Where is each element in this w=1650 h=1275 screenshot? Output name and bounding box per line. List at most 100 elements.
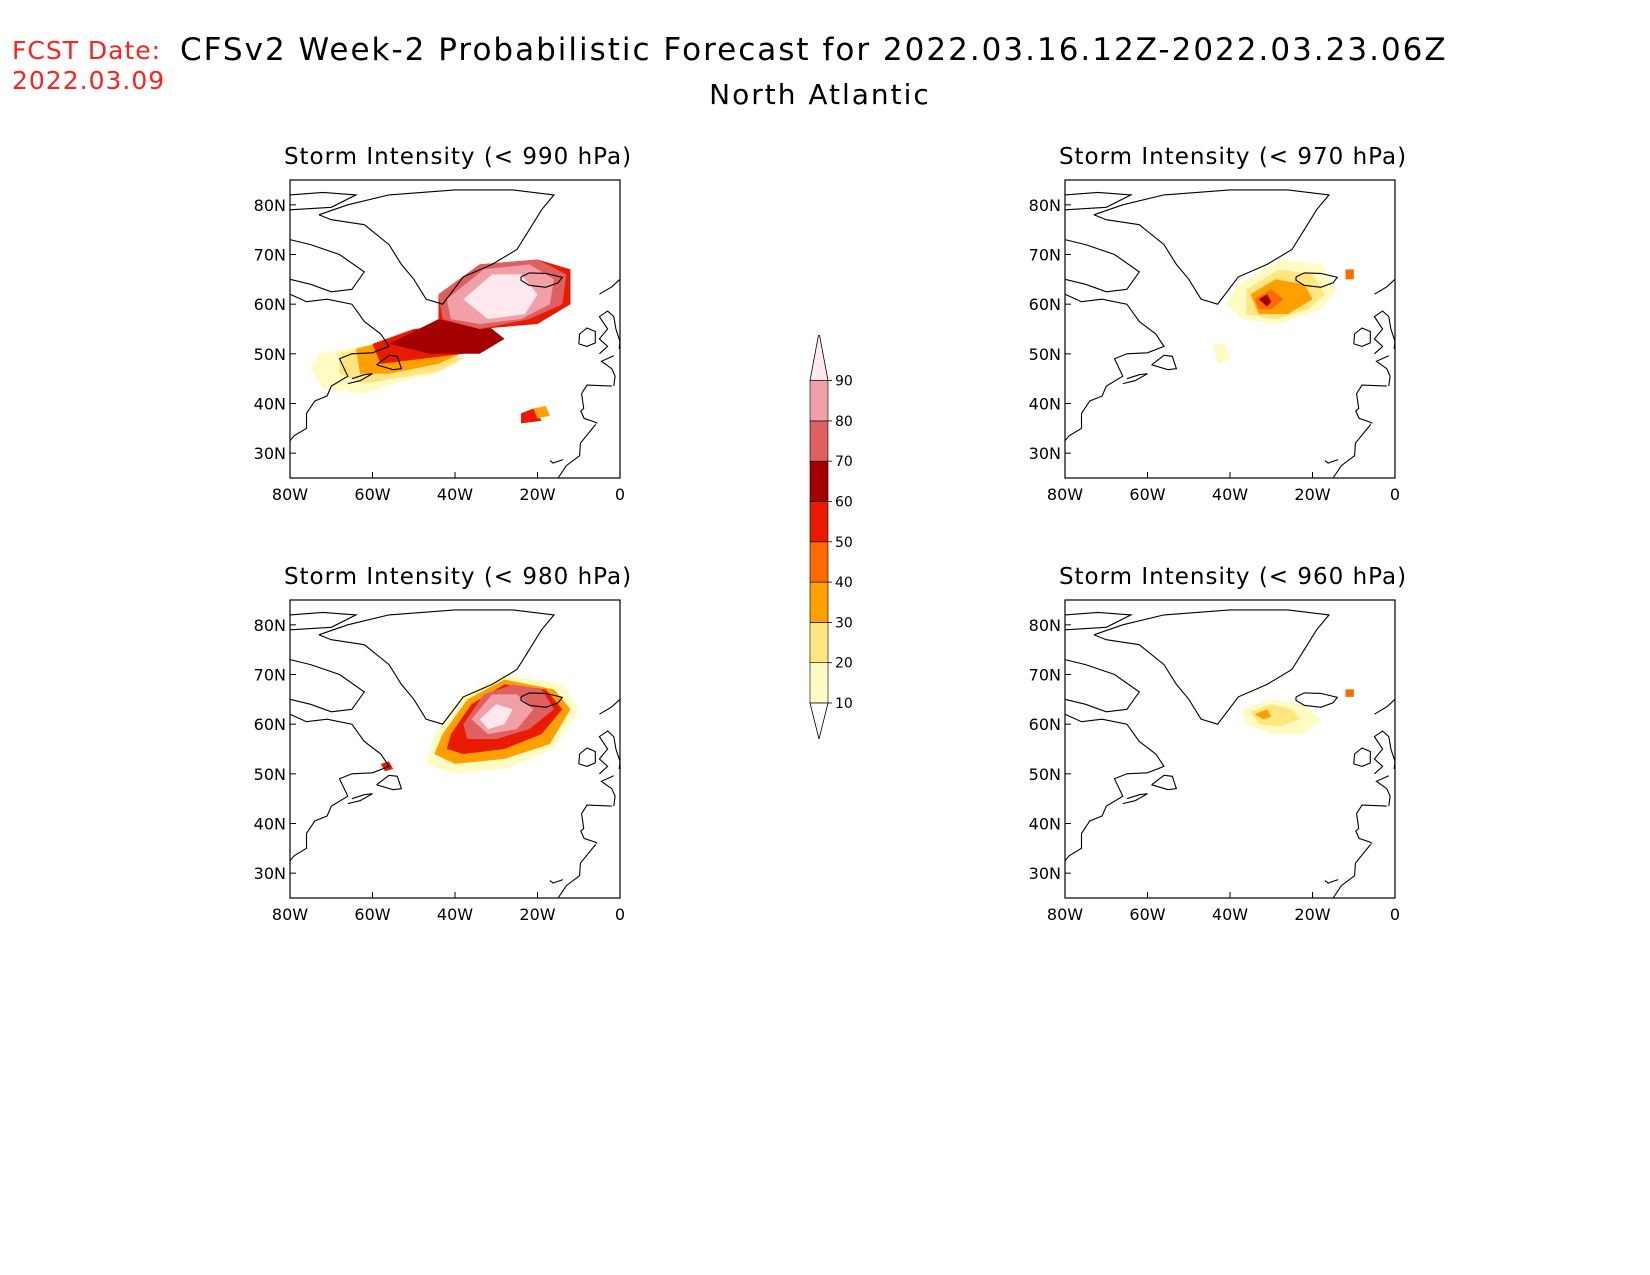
colorbar-swatch xyxy=(809,501,829,543)
coastline xyxy=(1355,384,1387,424)
coastline xyxy=(557,424,597,479)
coastline xyxy=(1064,191,1134,211)
colorbar-label: 10 xyxy=(835,696,853,712)
colorbar-swatch xyxy=(809,335,829,381)
coastline xyxy=(347,793,373,805)
coastline xyxy=(289,659,366,713)
lon-tick-label: 40W xyxy=(437,905,473,924)
lon-tick-label: 40W xyxy=(437,485,473,504)
probability-region xyxy=(1345,689,1354,697)
coastline xyxy=(1122,373,1148,385)
colorbar-label: 70 xyxy=(835,454,853,470)
plot-frame xyxy=(1064,599,1396,899)
colorbar-label: 90 xyxy=(835,374,853,390)
colorbar-swatch xyxy=(809,541,829,583)
forecast-date-block: FCST Date: 2022.03.09 xyxy=(12,36,165,96)
colorbar: 10 20 30 40 50 60 70 80 90 xyxy=(809,335,853,740)
coastline xyxy=(1374,278,1396,295)
lat-tick-label: 50N xyxy=(254,345,286,364)
page-subtitle: North Atlantic xyxy=(709,78,931,111)
colorbar-label: 30 xyxy=(835,615,853,631)
lon-tick-label: 80W xyxy=(1047,905,1083,924)
coastline xyxy=(1332,844,1372,899)
coastline xyxy=(1375,775,1391,807)
lat-tick-label: 50N xyxy=(1029,765,1061,784)
coastline xyxy=(1374,698,1396,715)
lat-tick-label: 80N xyxy=(1029,196,1061,215)
lon-tick-label: 0 xyxy=(1390,905,1400,924)
coastline xyxy=(598,730,621,775)
lon-tick-label: 0 xyxy=(1390,485,1400,504)
probability-region xyxy=(1254,709,1272,720)
coastline xyxy=(557,844,597,899)
lat-tick-label: 40N xyxy=(254,815,286,834)
lat-tick-label: 60N xyxy=(1029,715,1061,734)
lon-tick-label: 0 xyxy=(615,485,625,504)
lat-tick-label: 70N xyxy=(1029,246,1061,265)
lon-tick-label: 20W xyxy=(519,485,555,504)
lon-tick-label: 60W xyxy=(1129,485,1165,504)
coastline xyxy=(1324,879,1339,884)
forecast-date-value: 2022.03.09 xyxy=(12,66,166,95)
probability-region xyxy=(479,704,513,730)
lat-tick-label: 50N xyxy=(1029,345,1061,364)
colorbar-swatch xyxy=(809,581,829,623)
coastline xyxy=(1353,747,1371,767)
coastline xyxy=(318,609,556,725)
lon-tick-label: 0 xyxy=(615,905,625,924)
colorbar-label: 50 xyxy=(835,535,853,551)
colorbar-label: 60 xyxy=(835,495,853,511)
coastline xyxy=(1122,793,1148,805)
lon-tick-label: 80W xyxy=(272,905,308,924)
page-title: CFSv2 Week-2 Probabilistic Forecast for … xyxy=(180,32,1448,68)
lat-tick-label: 60N xyxy=(254,295,286,314)
probability-region xyxy=(1250,704,1301,727)
colorbar-swatch xyxy=(809,622,829,663)
lon-tick-label: 40W xyxy=(1212,905,1248,924)
map-panel-990: Storm Intensity (< 990 hPa) 80N 70N 60N 50N… xyxy=(248,144,668,514)
lat-tick-label: 30N xyxy=(1029,864,1061,883)
lat-tick-label: 70N xyxy=(254,666,286,685)
coastline xyxy=(347,373,373,385)
map-plot: 80N 70N 60N 50N 40N 30N 80W 60W 40W 20W 0 xyxy=(254,179,625,504)
lat-tick-label: 40N xyxy=(254,395,286,414)
lat-tick-label: 80N xyxy=(254,616,286,635)
coastline xyxy=(1375,355,1391,387)
map-plot: 80N 70N 60N 50N 40N 30N 80W 60W 40W 20W 0 xyxy=(1029,179,1400,504)
coastline xyxy=(289,239,366,293)
coastline xyxy=(600,775,616,807)
coastline xyxy=(1295,272,1339,288)
coastline xyxy=(1064,713,1165,862)
coastline xyxy=(1064,659,1141,713)
panel-title: Storm Intensity (< 990 hPa) xyxy=(283,144,633,170)
coastline xyxy=(1373,730,1396,775)
plot-frame xyxy=(1064,179,1396,479)
probability-region xyxy=(533,406,550,419)
probability-region xyxy=(463,274,538,320)
probability-region xyxy=(1213,343,1230,364)
coastline xyxy=(580,804,612,844)
lat-tick-label: 80N xyxy=(1029,616,1061,635)
coastline xyxy=(289,611,359,631)
lat-tick-label: 70N xyxy=(1029,666,1061,685)
coastline xyxy=(289,191,359,211)
panel-title: Storm Intensity (< 980 hPa) xyxy=(283,564,633,590)
colorbar-swatch xyxy=(809,460,829,502)
map-panel-960: Storm Intensity (< 960 hPa) 80N 70N 60N 50N… xyxy=(1023,564,1443,934)
panel-title: Storm Intensity (< 960 hPa) xyxy=(1058,564,1408,590)
colorbar-swatch xyxy=(809,380,829,422)
coastline xyxy=(376,774,403,791)
lon-tick-label: 80W xyxy=(1047,485,1083,504)
lat-tick-label: 60N xyxy=(1029,295,1061,314)
coastline xyxy=(1151,354,1178,371)
forecast-date-label: FCST Date: xyxy=(12,36,162,65)
coastline xyxy=(1295,692,1339,708)
coastline xyxy=(1064,293,1165,442)
probability-region xyxy=(1345,269,1354,280)
panel-title: Storm Intensity (< 970 hPa) xyxy=(1058,144,1408,170)
map-panel-980: Storm Intensity (< 980 hPa) 80N 70N 60N 50N… xyxy=(248,564,668,934)
coastline xyxy=(1151,774,1178,791)
coastline xyxy=(520,272,564,288)
coastline xyxy=(600,355,616,387)
coastline xyxy=(289,713,390,862)
